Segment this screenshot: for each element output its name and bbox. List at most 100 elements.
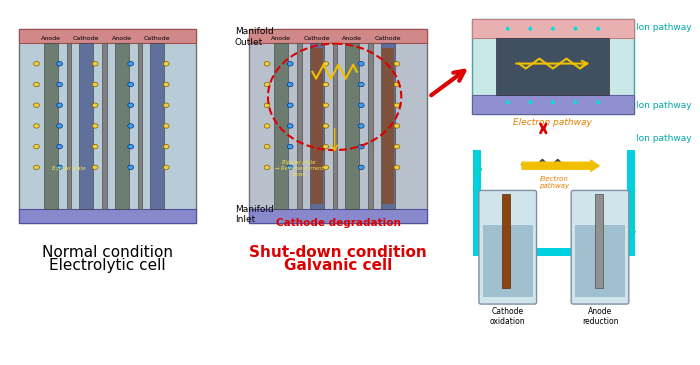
- Text: Electrolytic cell: Electrolytic cell: [49, 258, 166, 273]
- Text: Cathode: Cathode: [73, 36, 99, 41]
- Text: Manifold
Inlet: Manifold Inlet: [235, 205, 274, 224]
- Bar: [503, 195, 510, 288]
- Text: Anode: Anode: [342, 36, 363, 41]
- FancyBboxPatch shape: [571, 191, 629, 304]
- Text: Electron pathway: Electron pathway: [514, 119, 592, 127]
- Bar: [150, 43, 164, 209]
- Bar: [382, 48, 394, 204]
- Ellipse shape: [323, 165, 328, 170]
- Ellipse shape: [551, 27, 555, 31]
- Text: Cathode degradation: Cathode degradation: [276, 218, 400, 228]
- Ellipse shape: [163, 145, 169, 149]
- Text: Cathode: Cathode: [304, 36, 330, 41]
- Ellipse shape: [163, 124, 169, 128]
- Text: Cathode: Cathode: [144, 36, 171, 41]
- Ellipse shape: [128, 124, 134, 128]
- Bar: [102, 43, 107, 209]
- Ellipse shape: [323, 62, 328, 66]
- Bar: [43, 43, 58, 209]
- Ellipse shape: [528, 27, 532, 31]
- Ellipse shape: [323, 145, 328, 149]
- Bar: [575, 225, 625, 297]
- Ellipse shape: [57, 124, 62, 128]
- Ellipse shape: [163, 103, 169, 107]
- Bar: [19, 29, 197, 43]
- Bar: [496, 38, 610, 95]
- Bar: [79, 43, 93, 209]
- Ellipse shape: [34, 124, 39, 128]
- Ellipse shape: [358, 62, 364, 66]
- Ellipse shape: [358, 82, 364, 87]
- Bar: [473, 19, 634, 38]
- Ellipse shape: [264, 62, 270, 66]
- Ellipse shape: [264, 103, 270, 107]
- Ellipse shape: [287, 124, 293, 128]
- Text: Bipolar plate: Bipolar plate: [52, 166, 85, 171]
- Ellipse shape: [57, 82, 62, 87]
- Ellipse shape: [287, 62, 293, 66]
- Ellipse shape: [92, 145, 98, 149]
- Bar: [473, 150, 481, 255]
- Ellipse shape: [163, 165, 169, 170]
- Ellipse shape: [287, 82, 293, 87]
- Ellipse shape: [506, 27, 510, 31]
- Ellipse shape: [394, 145, 400, 149]
- Ellipse shape: [128, 145, 134, 149]
- Bar: [274, 43, 288, 209]
- Ellipse shape: [34, 62, 39, 66]
- Bar: [311, 48, 323, 204]
- Bar: [66, 43, 71, 209]
- Ellipse shape: [57, 165, 62, 170]
- Bar: [115, 43, 129, 209]
- Text: Cathode
oxidation: Cathode oxidation: [490, 307, 526, 326]
- Ellipse shape: [394, 82, 400, 87]
- Bar: [594, 195, 603, 288]
- Text: Anode: Anode: [272, 36, 291, 41]
- Ellipse shape: [264, 82, 270, 87]
- Ellipse shape: [323, 124, 328, 128]
- Ellipse shape: [287, 145, 293, 149]
- Ellipse shape: [358, 124, 364, 128]
- Ellipse shape: [264, 145, 270, 149]
- Text: Galvanic cell: Galvanic cell: [284, 258, 392, 273]
- Ellipse shape: [57, 145, 62, 149]
- Ellipse shape: [551, 100, 555, 104]
- Ellipse shape: [34, 82, 39, 87]
- Ellipse shape: [394, 62, 400, 66]
- Ellipse shape: [596, 100, 600, 104]
- FancyArrowPatch shape: [522, 160, 599, 171]
- Bar: [368, 43, 373, 209]
- Bar: [19, 29, 197, 223]
- Bar: [473, 248, 635, 256]
- Ellipse shape: [394, 103, 400, 107]
- Ellipse shape: [128, 103, 134, 107]
- Ellipse shape: [92, 103, 98, 107]
- Text: Cathode: Cathode: [374, 36, 401, 41]
- Bar: [627, 150, 635, 255]
- Ellipse shape: [394, 124, 400, 128]
- Ellipse shape: [323, 82, 328, 87]
- Ellipse shape: [596, 27, 600, 31]
- Ellipse shape: [128, 165, 134, 170]
- Ellipse shape: [34, 165, 39, 170]
- Bar: [381, 43, 395, 209]
- Ellipse shape: [128, 82, 134, 87]
- Ellipse shape: [394, 165, 400, 170]
- Ellipse shape: [34, 103, 39, 107]
- Ellipse shape: [323, 103, 328, 107]
- Bar: [138, 43, 142, 209]
- Bar: [332, 43, 337, 209]
- Ellipse shape: [128, 62, 134, 66]
- Text: Anode
reduction: Anode reduction: [582, 307, 618, 326]
- Bar: [297, 43, 302, 209]
- Ellipse shape: [57, 103, 62, 107]
- Text: Shut-down condition: Shut-down condition: [249, 245, 427, 260]
- Ellipse shape: [163, 62, 169, 66]
- Ellipse shape: [358, 165, 364, 170]
- Ellipse shape: [287, 165, 293, 170]
- Ellipse shape: [528, 100, 532, 104]
- Text: Anode: Anode: [41, 36, 61, 41]
- Bar: [249, 29, 427, 223]
- Text: Manifold
Outlet: Manifold Outlet: [235, 27, 274, 47]
- Bar: [19, 209, 197, 223]
